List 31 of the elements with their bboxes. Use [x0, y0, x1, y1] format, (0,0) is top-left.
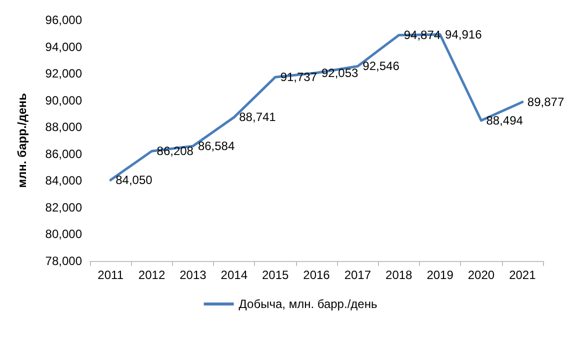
y-tick-label: 96,000 — [45, 13, 82, 27]
x-tick-label: 2020 — [468, 268, 495, 282]
data-label: 86,584 — [198, 139, 235, 154]
y-tick-label: 80,000 — [45, 227, 82, 242]
y-tick-label: 90,000 — [45, 93, 82, 108]
data-label: 84,050 — [116, 172, 153, 187]
y-tick-label: 94,000 — [45, 40, 82, 54]
data-label: 89,877 — [527, 94, 564, 109]
data-label: 94,916 — [445, 28, 482, 42]
x-tick-label: 2019 — [426, 268, 454, 282]
y-tick-label: 82,000 — [45, 200, 82, 214]
legend-label: Добыча, млн. барр./день — [238, 297, 378, 311]
x-tick-label: 2017 — [344, 268, 372, 282]
data-label: 92,053 — [322, 66, 359, 80]
x-tick-label: 2015 — [262, 268, 289, 282]
data-label: 92,546 — [362, 59, 400, 74]
x-tick-label: 2012 — [138, 268, 166, 282]
x-tick-label: 2011 — [98, 268, 124, 282]
y-tick-label: 88,000 — [45, 120, 82, 134]
y-tick-label: 92,000 — [45, 66, 82, 81]
y-tick-label: 86,000 — [45, 146, 82, 161]
data-label: 88,741 — [239, 110, 276, 124]
y-tick-label: 78,000 — [45, 254, 82, 268]
x-tick-label: 2013 — [180, 268, 207, 282]
y-tick-label: 84,000 — [45, 174, 82, 188]
x-tick-label: 2014 — [220, 268, 248, 282]
x-tick-label: 2018 — [386, 268, 413, 282]
data-label: 88,494 — [486, 113, 524, 128]
x-tick-label: 2021 — [509, 268, 536, 282]
x-tick-label: 2016 — [303, 268, 330, 282]
y-axis-title: млн. барр./день — [15, 93, 29, 188]
